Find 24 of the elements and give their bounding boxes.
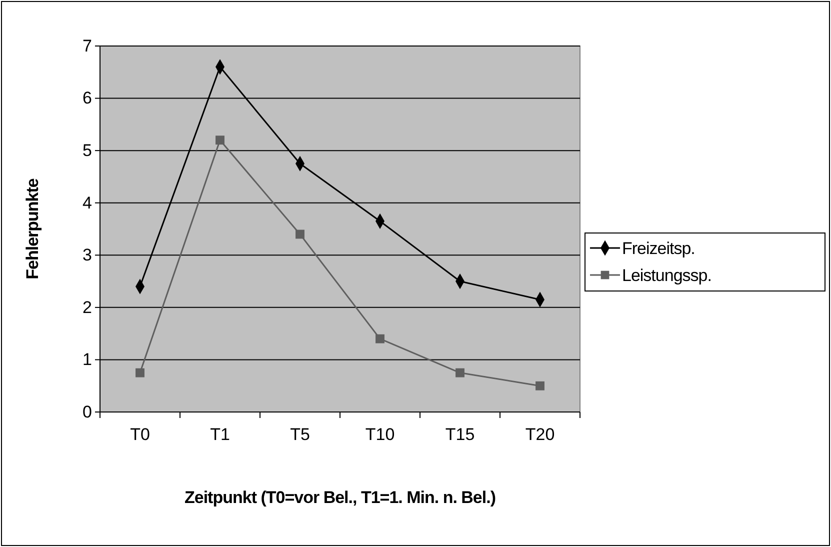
y-tick-label: 0 [82,402,92,422]
y-tick-label: 7 [82,36,92,56]
point [136,368,144,378]
point [456,368,464,378]
y-tick-label: 4 [82,193,92,212]
x-tick-label: T10 [365,425,395,444]
point [296,230,304,239]
point [376,334,384,344]
legend-label: Freizeitsp. [622,239,695,258]
y-axis-title: Fehlerpunkte [23,178,42,280]
x-tick-label: T0 [130,425,150,444]
x-tick-label: T1 [210,425,230,444]
point [216,136,224,145]
y-tick-label: 5 [82,141,92,160]
point [536,381,544,390]
x-tick-label: T15 [445,425,475,444]
y-tick-label: 1 [82,350,92,370]
y-tick-label: 3 [82,246,92,265]
y-tick-label: 6 [82,88,92,108]
y-tick-label: 2 [82,298,92,317]
legend-label: Leistungssp. [622,266,712,285]
x-tick-label: T5 [290,425,310,444]
x-axis-title: Zeitpunkt (T0=vor Bel., T1=1. Min. n. Bel.) [184,488,496,507]
x-tick-label: T20 [525,425,555,444]
